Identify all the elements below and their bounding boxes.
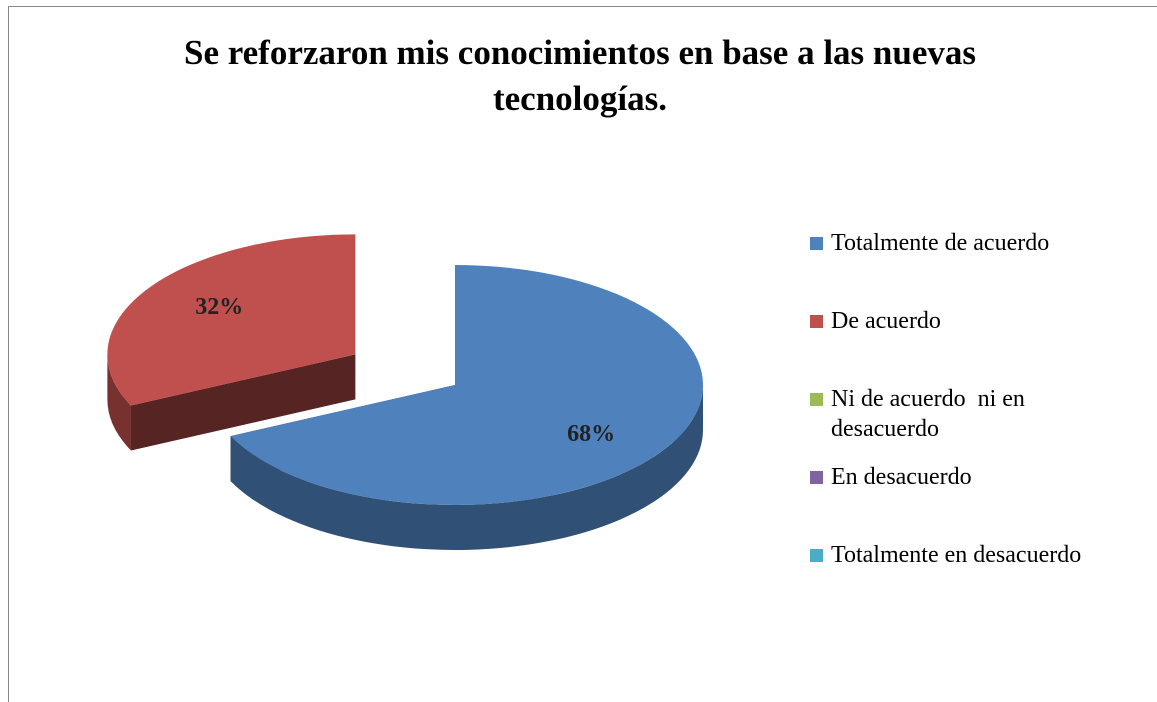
legend-swatch: [810, 237, 823, 250]
pie-slice: [230, 265, 703, 505]
chart-title: Se reforzaron mis conocimientos en base …: [184, 33, 985, 118]
data-label: 68%: [567, 421, 615, 447]
data-label: 32%: [195, 294, 243, 320]
legend-label: De acuerdo: [831, 308, 941, 334]
legend-label: Ni de acuerdo ni en desacuerdo: [831, 386, 1031, 442]
legend-swatch: [810, 549, 823, 562]
legend-item: En desacuerdo: [810, 462, 1091, 540]
slice-wall: [230, 385, 703, 550]
legend-item: Ni de acuerdo ni en desacuerdo: [810, 384, 1091, 462]
legend-item: Totalmente en desacuerdo: [810, 540, 1157, 618]
legend-item: De acuerdo: [810, 306, 1091, 384]
legend-label: En desacuerdo: [831, 464, 972, 490]
pie-chart: 68% 32%: [107, 234, 703, 550]
legend-swatch: [810, 393, 823, 406]
legend-item: Totalmente de acuerdo: [810, 228, 1091, 306]
legend-swatch: [810, 315, 823, 328]
slice-side: [130, 354, 356, 451]
legend-label: Totalmente de acuerdo: [831, 230, 1050, 256]
legend: Totalmente de acuerdo De acuerdo Ni de acu…: [810, 228, 1150, 618]
chart-frame: [8, 6, 1157, 702]
pie-slice: [107, 234, 356, 406]
slice-wall: [107, 354, 131, 451]
legend-swatch: [810, 471, 823, 484]
legend-label: Totalmente en desacuerdo: [831, 542, 1082, 568]
